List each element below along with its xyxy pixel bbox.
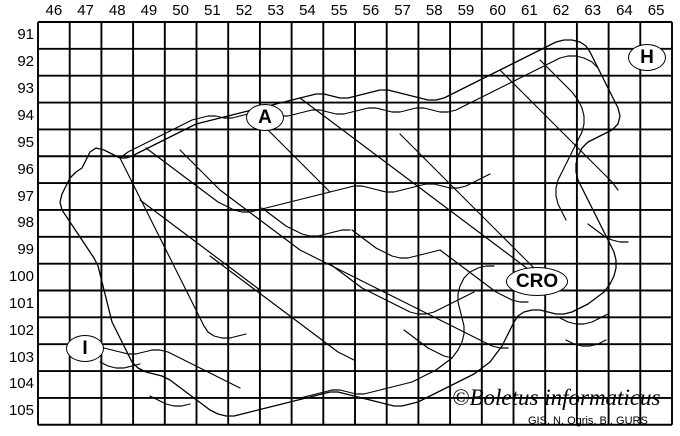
country-badge-label: H	[640, 47, 654, 68]
country-badge-croatia: CRO	[506, 267, 568, 296]
column-label-53: 53	[267, 2, 285, 19]
column-label-49: 49	[140, 2, 158, 19]
ridge-east-1	[559, 313, 609, 325]
region-boundary-bela-krajina	[403, 329, 453, 359]
river-soca	[119, 157, 247, 339]
row-label-104: 104	[8, 375, 34, 393]
row-label-96: 96	[17, 160, 34, 178]
country-badge-austria: A	[246, 104, 284, 131]
column-label-48: 48	[108, 2, 126, 19]
row-label-105: 105	[8, 402, 34, 420]
column-label-59: 59	[457, 2, 475, 19]
region-boundary-dolenjska	[329, 263, 475, 315]
row-label-101: 101	[8, 294, 34, 312]
row-label-92: 92	[17, 53, 34, 71]
column-label-63: 63	[584, 2, 602, 19]
row-label-100: 100	[8, 268, 34, 286]
region-boundary-notranjska	[209, 255, 355, 361]
country-badge-hungary: H	[628, 44, 666, 71]
column-label-60: 60	[489, 2, 506, 19]
river-drava	[299, 97, 565, 283]
column-label-62: 62	[552, 2, 570, 19]
column-label-55: 55	[330, 2, 348, 19]
column-label-50: 50	[172, 2, 189, 19]
river-mura	[499, 69, 619, 191]
column-label-56: 56	[362, 2, 380, 19]
coastal-detail-secondary	[149, 395, 191, 407]
column-label-58: 58	[425, 2, 443, 19]
ridge-east-2	[565, 339, 607, 347]
region-boundary-prekmurje	[539, 59, 585, 221]
region-boundary-stajerska	[399, 133, 545, 277]
region-boundary-gorenjska	[145, 147, 491, 213]
source-credit: GIS, N. Ogris, BI, GURS	[528, 415, 648, 427]
column-label-46: 46	[45, 2, 63, 19]
region-boundary-zasavje	[351, 229, 441, 259]
column-label-65: 65	[647, 2, 665, 19]
country-badge-italy: I	[66, 335, 104, 362]
row-label-95: 95	[17, 133, 34, 151]
copyright-notice: ©Boletus informaticus	[452, 385, 661, 410]
row-label-93: 93	[17, 80, 34, 98]
region-boundary-osrednjeslovenska	[261, 207, 351, 237]
row-label-102: 102	[8, 321, 34, 339]
country-badge-label: CRO	[515, 271, 559, 292]
column-label-57: 57	[394, 2, 411, 19]
row-label-99: 99	[17, 241, 34, 259]
column-label-64: 64	[616, 2, 633, 19]
river-sava	[179, 149, 509, 349]
country-badge-label: I	[82, 338, 88, 359]
row-label-94: 94	[17, 106, 34, 124]
column-label-61: 61	[521, 2, 538, 19]
national-border	[59, 39, 621, 417]
coastal-detail	[99, 361, 141, 369]
region-boundary-goriska	[139, 199, 261, 291]
region-boundary-posavje	[439, 249, 529, 303]
column-label-47: 47	[77, 2, 94, 19]
country-badge-label: A	[258, 107, 272, 128]
column-label-54: 54	[299, 2, 316, 19]
adriatic-coast	[87, 343, 241, 389]
row-label-91: 91	[17, 26, 34, 44]
row-label-97: 97	[17, 187, 34, 205]
ridge-east-3	[587, 223, 629, 243]
border-austria-north	[119, 55, 599, 159]
column-label-51: 51	[204, 2, 221, 19]
row-label-103: 103	[8, 348, 34, 366]
row-label-98: 98	[17, 214, 34, 232]
column-label-52: 52	[235, 2, 253, 19]
river-kolpa	[299, 265, 495, 399]
